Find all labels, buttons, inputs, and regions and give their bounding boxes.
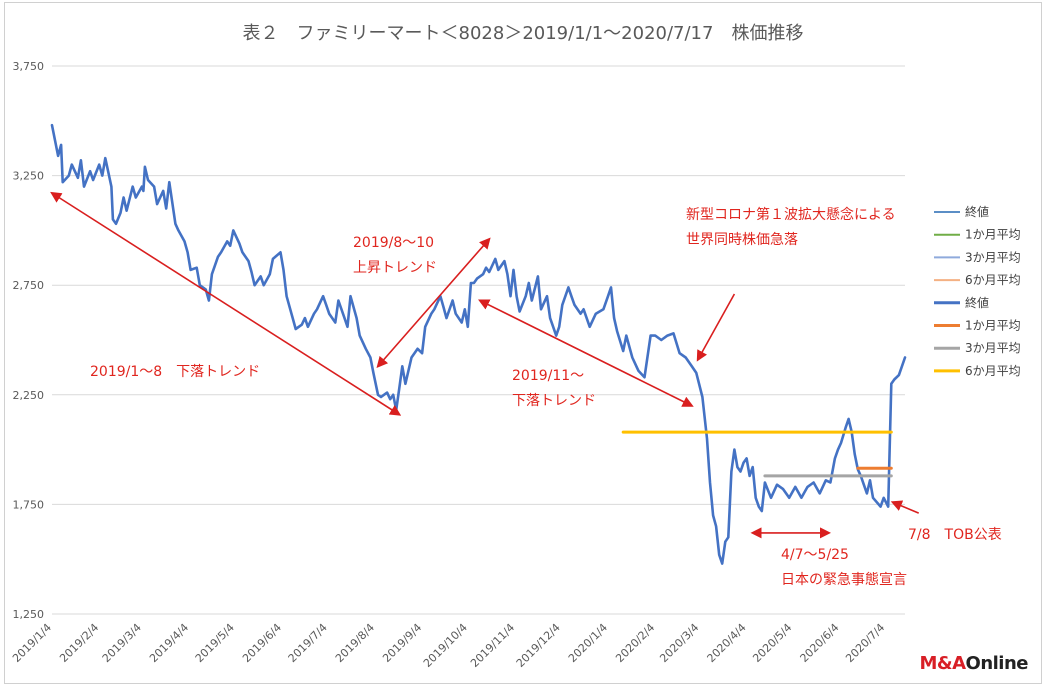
x-tick-label: 2019/10/4 bbox=[421, 621, 470, 670]
legend-label: 6か月平均 bbox=[965, 364, 1021, 378]
y-tick-label: 1,750 bbox=[13, 498, 45, 511]
brand-ma: M&A bbox=[919, 653, 966, 674]
brand-online: Online bbox=[965, 653, 1029, 674]
arrow-tob bbox=[890, 500, 920, 514]
annotation-text: 2019/8～10 bbox=[353, 235, 434, 251]
y-tick-label: 1,250 bbox=[13, 608, 45, 621]
arrow-uptrend-2019 bbox=[376, 237, 491, 368]
x-tick-label: 2020/1/4 bbox=[566, 621, 610, 665]
series-lines bbox=[50, 123, 907, 565]
arrow-downtrend-2019 bbox=[50, 191, 402, 416]
x-tick-label: 2020/5/4 bbox=[750, 621, 794, 665]
x-tick-label: 2019/6/4 bbox=[240, 621, 284, 665]
x-tick-label: 2019/5/4 bbox=[193, 621, 237, 665]
x-tick-label: 2019/12/4 bbox=[514, 621, 563, 670]
x-tick-label: 2019/4/4 bbox=[147, 621, 191, 665]
x-tick-label: 2020/4/4 bbox=[705, 621, 749, 665]
x-tick-label: 2019/1/4 bbox=[10, 621, 54, 665]
chart-title: 表２ ファミリーマート＜8028＞2019/1/1～2020/7/17 株価推移 bbox=[243, 23, 804, 44]
annotation-text: 4/7～5/25 bbox=[781, 547, 849, 563]
y-tick-label: 2,250 bbox=[13, 389, 45, 402]
legend-label: 1か月平均 bbox=[965, 319, 1021, 333]
annotation-text: 2019/1～8 下落トレンド bbox=[90, 364, 260, 380]
annotation-text: 2019/11～ bbox=[512, 368, 584, 384]
annotation-text: 新型コロナ第１波拡大懸念による bbox=[686, 206, 896, 223]
annotation-text: 日本の緊急事態宣言 bbox=[781, 572, 907, 588]
legend-label: 3か月平均 bbox=[965, 250, 1021, 264]
legend-label: 3か月平均 bbox=[965, 341, 1021, 355]
y-tick-label: 3,250 bbox=[13, 170, 45, 183]
arrow-covid bbox=[696, 293, 736, 362]
annotations: 2019/1～8 下落トレンド 2019/8～10 上昇トレンド 2019/11～ 下落… bbox=[90, 206, 1002, 588]
y-tick-label: 2,750 bbox=[13, 279, 45, 292]
x-tick-label: 2020/2/4 bbox=[613, 621, 657, 665]
legend-label: 6か月平均 bbox=[965, 273, 1021, 287]
x-tick-label: 2020/7/4 bbox=[843, 621, 887, 665]
trend-arrows bbox=[50, 191, 920, 539]
x-tick-label: 2020/3/4 bbox=[657, 621, 701, 665]
annotation-text: 下落トレンド bbox=[512, 393, 596, 409]
x-tick-label: 2020/6/4 bbox=[797, 621, 841, 665]
x-tick-label: 2019/7/4 bbox=[286, 621, 330, 665]
x-tick-label: 2019/3/4 bbox=[100, 621, 144, 665]
legend-label: 終値 bbox=[965, 204, 989, 219]
legend-label: 1か月平均 bbox=[965, 228, 1021, 242]
legend-label: 終値 bbox=[965, 295, 989, 310]
x-tick-label: 2019/2/4 bbox=[57, 621, 101, 665]
y-tick-label: 3,750 bbox=[13, 60, 45, 73]
brand-logo: M&AOnline bbox=[919, 653, 1028, 674]
series-line bbox=[50, 123, 907, 565]
annotation-text: 7/8 TOB公表 bbox=[908, 527, 1002, 543]
x-tick-label: 2019/11/4 bbox=[468, 621, 517, 670]
annotation-text: 世界同時株価急落 bbox=[686, 232, 798, 248]
x-tick-label: 2019/9/4 bbox=[380, 621, 424, 665]
annotation-text: 上昇トレンド bbox=[353, 260, 437, 276]
arrow-downtrend-2019-11 bbox=[478, 299, 694, 407]
gridlines bbox=[52, 65, 905, 615]
x-tick-label: 2019/8/4 bbox=[333, 621, 377, 665]
y-axis-ticks: 3,750 3,250 2,750 2,250 1,750 1,250 bbox=[13, 60, 45, 621]
